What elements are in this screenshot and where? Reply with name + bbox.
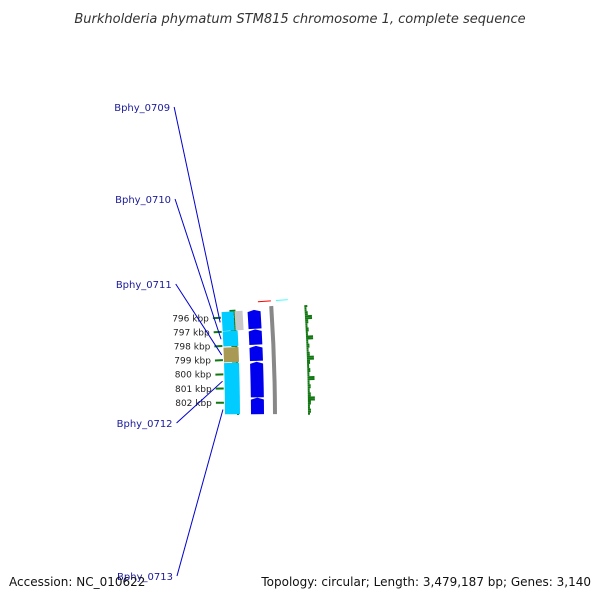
feature-marker [257,300,271,303]
gene-label-bphy-0712[interactable]: Bphy_0712 [117,419,173,430]
gene-leader-line [176,380,223,424]
cds-forward[interactable] [248,329,263,346]
gene-label-bphy-0713[interactable]: Bphy_0713 [117,572,173,583]
feature-track [221,309,264,415]
gene-labels: Bphy_0709 Bphy_0710 Bphy_0711 Bphy_0712 Bphy… [114,103,224,583]
scale-tick-label: 796 kbp [172,314,209,324]
cds-reverse[interactable] [224,362,240,415]
backbone-line [269,305,277,415]
cds-reverse[interactable] [222,330,239,347]
scale-tick-label: 798 kbp [174,343,211,353]
pseudo-feature[interactable] [234,310,244,331]
scale-tick-label: 802 kbp [175,399,212,409]
rna-feature[interactable] [223,346,239,363]
cds-forward[interactable] [249,345,263,362]
gene-leader-line [173,106,221,323]
scale-tick-label: 801 kbp [175,385,212,395]
accession-text: Accession: NC_010622 [9,575,145,589]
cds-forward[interactable] [250,361,264,398]
gene-label-bphy-0710[interactable]: Bphy_0710 [115,195,171,206]
cds-forward[interactable] [250,397,264,415]
scale-tick-label: 800 kbp [175,371,212,381]
map-title: Burkholderia phymatum STM815 chromosome … [74,12,525,27]
gene-leader-line [176,409,224,577]
chromosome-backbone [257,299,288,415]
scale-tick-label: 797 kbp [173,328,210,338]
sequence-stats-text: Topology: circular; Length: 3,479,187 bp… [260,575,591,589]
gene-label-bphy-0711[interactable]: Bphy_0711 [116,280,172,291]
gene-leader-line [175,283,223,356]
cds-reverse[interactable] [221,311,235,332]
scale-ticks: 796 kbp 797 kbp 798 kbp 799 kbp 800 kbp 801 k… [172,314,224,409]
scale-tick-label: 799 kbp [174,357,211,367]
feature-marker [275,299,288,301]
gene-label-bphy-0709[interactable]: Bphy_0709 [114,103,170,114]
gene-leader-line [174,198,222,340]
cds-forward[interactable] [247,309,262,330]
